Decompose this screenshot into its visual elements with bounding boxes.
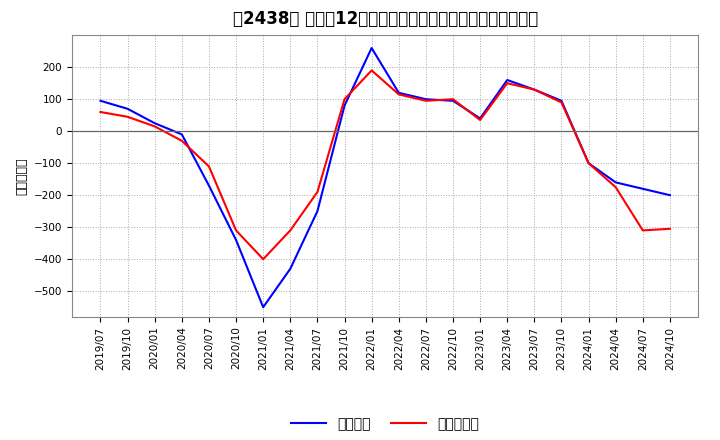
経常利益 xyxy=(530,87,539,92)
経常利益 xyxy=(341,103,349,108)
当期純利益 xyxy=(503,81,511,86)
経常利益 xyxy=(259,304,268,310)
経常利益 xyxy=(639,186,647,191)
当期純利益 xyxy=(476,117,485,123)
経常利益 xyxy=(286,266,294,271)
当期純利益 xyxy=(96,110,105,115)
経常利益 xyxy=(313,209,322,214)
当期純利益 xyxy=(286,228,294,233)
当期純利益 xyxy=(421,98,430,103)
経常利益 xyxy=(204,183,213,188)
経常利益 xyxy=(449,98,457,103)
経常利益 xyxy=(178,132,186,137)
経常利益 xyxy=(232,237,240,242)
経常利益 xyxy=(367,45,376,51)
Y-axis label: （百万円）: （百万円） xyxy=(15,157,28,195)
経常利益 xyxy=(503,77,511,83)
当期純利益 xyxy=(665,226,674,231)
当期純利益 xyxy=(639,228,647,233)
経常利益 xyxy=(395,90,403,95)
経常利益 xyxy=(584,161,593,166)
当期純利益 xyxy=(584,161,593,166)
当期純利益 xyxy=(611,184,620,190)
経常利益 xyxy=(557,98,566,103)
当期純利益 xyxy=(557,100,566,105)
Line: 経常利益: 経常利益 xyxy=(101,48,670,307)
当期純利益 xyxy=(259,257,268,262)
当期純利益 xyxy=(232,228,240,233)
経常利益 xyxy=(611,180,620,185)
当期純利益 xyxy=(530,87,539,92)
当期純利益 xyxy=(449,96,457,102)
経常利益 xyxy=(476,116,485,121)
経常利益 xyxy=(123,106,132,111)
Title: ［2438］ 利益の12か月移動合計の対前年同期増減額の推移: ［2438］ 利益の12か月移動合計の対前年同期増減額の推移 xyxy=(233,10,538,28)
Legend: 経常利益, 当期純利益: 経常利益, 当期純利益 xyxy=(286,411,485,436)
経常利益 xyxy=(96,98,105,103)
経常利益 xyxy=(665,193,674,198)
当期純利益 xyxy=(395,92,403,97)
当期純利益 xyxy=(178,138,186,143)
経常利益 xyxy=(421,96,430,102)
当期純利益 xyxy=(123,114,132,119)
当期純利益 xyxy=(367,68,376,73)
当期純利益 xyxy=(341,96,349,102)
Line: 当期純利益: 当期純利益 xyxy=(101,70,670,259)
当期純利益 xyxy=(204,164,213,169)
当期純利益 xyxy=(150,124,159,129)
当期純利益 xyxy=(313,189,322,194)
経常利益 xyxy=(150,121,159,126)
